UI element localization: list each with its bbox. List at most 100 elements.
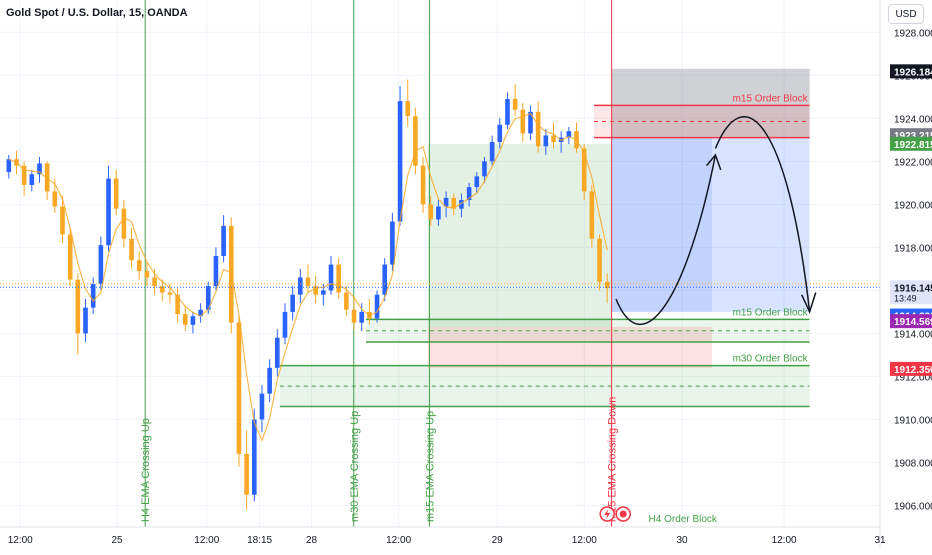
candle-body — [581, 148, 587, 192]
candle-body — [298, 277, 303, 295]
projection-arrow[interactable] — [615, 116, 817, 326]
time-tick-label: 12:00 — [572, 535, 597, 546]
price-tick-label: 1918.000 — [894, 243, 932, 254]
candle-body — [566, 131, 572, 138]
ema-crossing-label: H4 EMA Crossing Up — [140, 418, 152, 522]
candle-body — [205, 286, 211, 310]
time-tick-label: 30 — [676, 535, 688, 546]
candle-body — [305, 277, 311, 287]
candle-body — [282, 311, 288, 338]
time-tick-label: 29 — [492, 535, 504, 546]
time-tick-label: 12:00 — [772, 535, 797, 546]
candle-body — [75, 279, 81, 334]
price-label-last — [890, 280, 932, 305]
candle-body — [505, 98, 510, 125]
price-tick-label: 1928.000 — [894, 28, 932, 39]
time-tick-label: 25 — [111, 535, 123, 546]
candle-body — [466, 187, 472, 201]
price-label-target — [890, 64, 932, 79]
price-label-text: 1922.815 — [894, 140, 932, 151]
candle-body — [420, 165, 426, 205]
candle-body — [113, 178, 119, 209]
position-box-loss-1 — [427, 326, 712, 368]
candle-body — [136, 260, 142, 272]
price-tick-label: 1910.000 — [894, 415, 932, 426]
candle-body — [290, 294, 295, 312]
time-tick-label: 28 — [306, 535, 318, 546]
candle-body — [474, 176, 480, 188]
candle-body — [551, 135, 556, 142]
position-box-profit-2 — [611, 137, 810, 312]
position-box-profit-1 — [427, 144, 612, 327]
candle-body — [106, 178, 111, 246]
price-label-stop — [890, 361, 932, 376]
time-axis[interactable]: 12:00 25 12:00 18:15 28 12:00 29 12:00 30 12:00 31 — [0, 526, 886, 546]
candle-body — [6, 159, 12, 173]
candle-body — [344, 292, 349, 310]
candle-body — [535, 111, 541, 147]
position-box-upper-1 — [611, 68, 810, 138]
price-label-text: 1912.350 — [894, 365, 932, 376]
time-tick-label: 31 — [874, 535, 886, 546]
ema-crossing-lines: H4 EMA Crossing Up m30 EMA Crossing Up m15… — [140, 0, 619, 527]
arrow-head-down — [800, 292, 817, 314]
candle-body — [528, 111, 533, 134]
candle-body — [597, 238, 602, 282]
candle-body — [405, 101, 411, 117]
candle-body — [459, 200, 464, 209]
candle-body — [29, 174, 35, 185]
h4-order-block-label: H4 Order Block — [649, 514, 718, 525]
candle-body — [159, 286, 165, 293]
candle-body — [428, 204, 434, 220]
price-label-level-b — [890, 314, 932, 329]
candle-body — [121, 208, 127, 239]
candle-body — [482, 161, 487, 177]
candle-body — [198, 309, 203, 317]
time-tick-label: 12:00 — [194, 535, 219, 546]
price-tick-label: 1924.000 — [894, 114, 932, 125]
price-tick-label: 1912.000 — [894, 372, 932, 383]
price-label-text: 1914.569 — [894, 317, 932, 328]
candle-body — [259, 393, 265, 420]
candle-body — [390, 221, 395, 265]
order-block-zones: m15 Order Block m15 Order Block m30 Order … — [279, 93, 810, 408]
candle-body — [443, 197, 449, 207]
arrow-head-up — [706, 153, 722, 171]
moving-average-line — [0, 112, 880, 443]
price-axis[interactable]: 1906.000 1908.000 1910.000 1912.000 1914.000… — [879, 0, 932, 550]
time-tick-label: 12:00 — [8, 535, 33, 546]
order-block-label: m30 Order Block — [733, 354, 809, 365]
candle-body — [44, 163, 50, 192]
order-block-label: m15 Order Block — [733, 307, 809, 318]
candlesticks — [6, 79, 610, 510]
lightning-icon-bolt — [604, 509, 611, 519]
ema-crossing-label: m15 EMA Crossing Down — [607, 397, 619, 522]
price-tick-label: 1908.000 — [894, 458, 932, 469]
ema-line — [8, 112, 608, 443]
candle-body — [275, 337, 280, 368]
candle-body — [236, 322, 242, 454]
candle-body — [221, 225, 226, 256]
price-label-text: 1923.215 — [894, 131, 932, 142]
price-label-text: 1916.145 — [894, 283, 932, 294]
price-tick-label: 1906.000 — [894, 501, 932, 512]
chart-title: Gold Spot / U.S. Dollar, 15, OANDA — [6, 7, 188, 19]
ema-crossing-label: m15 EMA Crossing Up — [424, 411, 436, 522]
flag-icon-dot — [619, 510, 627, 518]
ema-crossing-label: m30 EMA Crossing Up — [349, 411, 361, 522]
position-box-profit-3 — [611, 137, 712, 312]
time-tick-label: 18:15 — [247, 535, 272, 546]
order-block-label: m15 Order Block — [733, 93, 809, 104]
candle-body — [382, 264, 388, 295]
candle-body — [497, 124, 503, 142]
price-tick-label: 1922.000 — [894, 157, 932, 168]
candle-body — [213, 255, 219, 287]
candle-body — [90, 283, 96, 308]
candle-body — [604, 281, 610, 289]
candle-body — [190, 316, 196, 325]
candle-body — [21, 165, 27, 185]
candle-body — [152, 277, 157, 287]
projection-curve-down — [714, 116, 811, 312]
currency-button[interactable]: USD — [888, 4, 924, 24]
